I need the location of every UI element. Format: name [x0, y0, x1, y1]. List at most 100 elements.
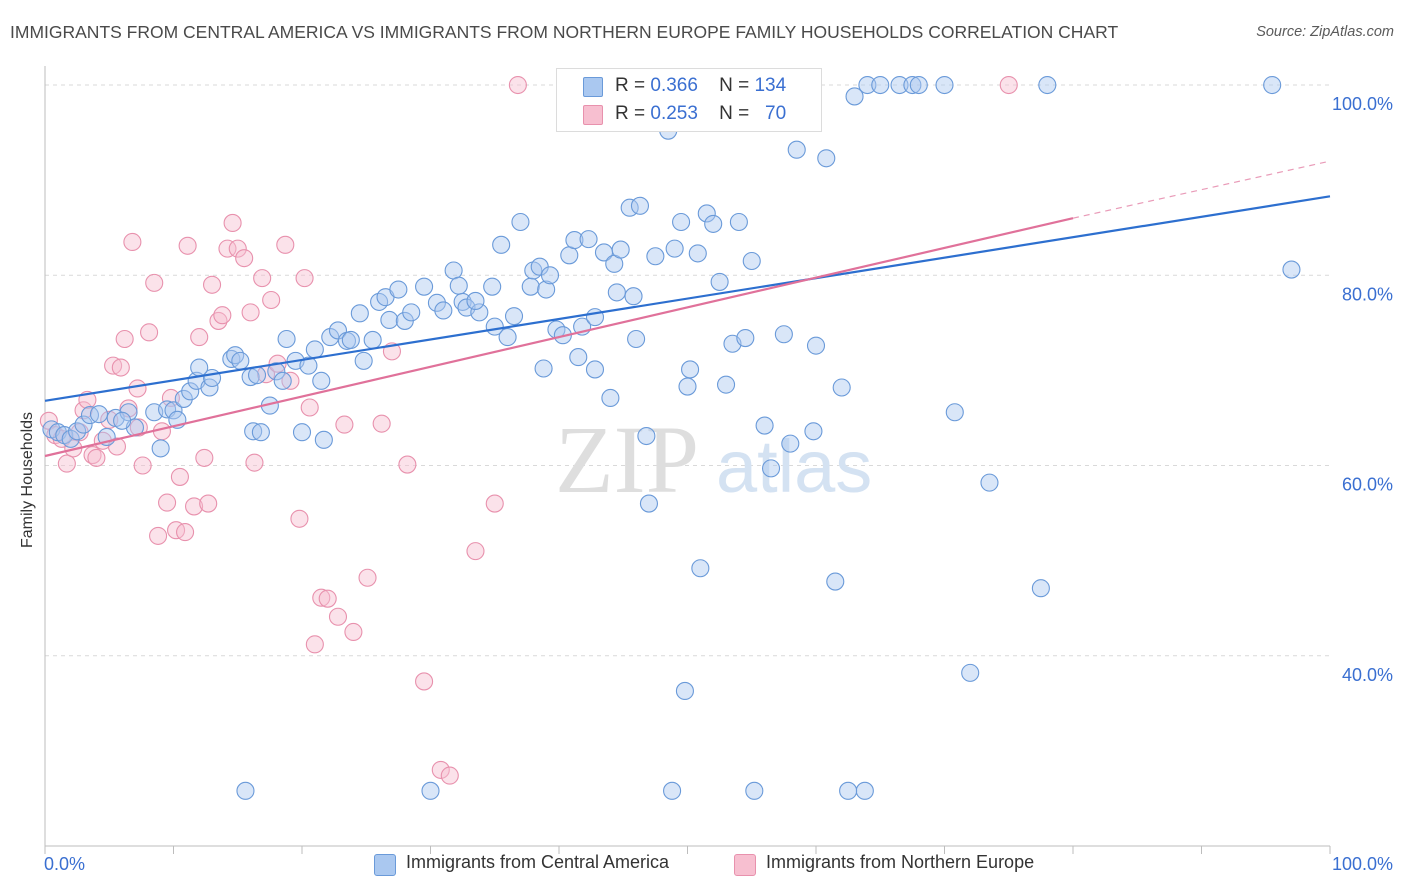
data-point: [158, 493, 177, 512]
data-point: [421, 781, 440, 800]
data-point: [560, 246, 579, 265]
legend-label: Immigrants from Central America: [406, 852, 670, 872]
data-point: [839, 781, 858, 800]
data-point: [398, 455, 417, 474]
data-point: [181, 382, 200, 401]
data-point: [1038, 75, 1057, 95]
x-tick-label: 0.0%: [44, 854, 85, 874]
data-point: [223, 213, 242, 233]
chart-title: IMMIGRANTS FROM CENTRAL AMERICA VS IMMIG…: [10, 22, 1119, 42]
x-tick-label: 100.0%: [1332, 854, 1393, 874]
data-point: [817, 149, 836, 168]
data-point: [945, 403, 964, 422]
data-point: [57, 454, 76, 473]
data-point: [195, 448, 214, 467]
data-point: [534, 359, 553, 378]
y-tick-label: 60.0%: [1342, 475, 1393, 495]
data-point: [832, 378, 851, 397]
data-point: [190, 358, 209, 377]
data-point: [133, 456, 152, 475]
data-point: [742, 251, 761, 271]
data-point: [909, 75, 928, 95]
data-point: [312, 371, 331, 390]
data-point: [1263, 75, 1282, 95]
data-point: [601, 388, 620, 408]
data-point: [646, 247, 665, 266]
y-tick-label: 80.0%: [1342, 284, 1393, 304]
r-label: R =: [615, 75, 646, 96]
data-point: [190, 328, 209, 347]
data-point: [226, 346, 245, 365]
data-point: [639, 494, 659, 513]
data-point: [511, 212, 530, 232]
data-point: [855, 781, 874, 800]
data-point: [585, 308, 605, 327]
data-point: [444, 261, 463, 280]
data-point: [980, 473, 999, 492]
data-point: [675, 681, 694, 701]
data-point: [537, 280, 556, 299]
data-point: [363, 330, 382, 350]
data-point: [665, 239, 684, 258]
data-point: [253, 269, 272, 288]
y-tick-label: 40.0%: [1342, 665, 1393, 685]
data-point: [290, 509, 309, 528]
data-point: [999, 75, 1018, 95]
data-point: [380, 310, 399, 330]
data-point: [858, 75, 877, 95]
data-point: [167, 521, 186, 540]
data-point: [281, 371, 300, 390]
data-point: [292, 423, 312, 442]
data-point: [149, 526, 168, 545]
data-point: [672, 212, 691, 232]
data-point: [485, 494, 504, 513]
data-point: [710, 272, 729, 291]
data-point: [312, 588, 331, 607]
data-point: [806, 336, 826, 355]
data-point: [729, 212, 748, 232]
data-point: [354, 351, 373, 370]
trend-line-central-america: [44, 195, 1331, 402]
data-point: [113, 411, 132, 430]
data-point: [678, 377, 697, 396]
blue-swatch-icon: [583, 77, 603, 97]
r-value: 0.366: [650, 75, 698, 96]
chart-source: Source: ZipAtlas.com: [1256, 24, 1394, 40]
blue-swatch-icon: [374, 854, 396, 876]
n-label: N =: [719, 103, 750, 124]
y-tick-label: 100.0%: [1332, 94, 1393, 114]
data-point: [89, 405, 109, 424]
data-point: [569, 348, 588, 367]
data-point: [61, 429, 80, 448]
data-point: [565, 231, 584, 250]
data-point: [314, 430, 333, 449]
data-point: [218, 239, 237, 258]
data-point: [427, 293, 446, 312]
data-point: [344, 622, 363, 642]
data-point: [961, 663, 980, 682]
data-point: [492, 235, 511, 254]
watermark-zip: ZIP: [555, 406, 699, 513]
data-point: [704, 214, 723, 233]
data-point: [228, 239, 247, 258]
trend-line-northern-europe: [44, 217, 1074, 458]
data-point: [140, 323, 159, 342]
y-axis-label: Family Households: [19, 411, 36, 549]
data-point: [781, 434, 800, 453]
data-point: [241, 303, 260, 322]
data-point: [145, 273, 164, 292]
data-point: [826, 572, 845, 591]
data-point: [627, 329, 646, 349]
data-point: [935, 75, 954, 95]
stats-legend: R = 0.366 N = 134 R = 0.253 N = 70: [556, 68, 822, 132]
data-point: [389, 280, 408, 299]
data-point: [804, 422, 823, 441]
data-point: [402, 303, 421, 322]
data-point: [318, 589, 337, 608]
data-point: [328, 607, 348, 626]
data-point: [681, 360, 700, 379]
watermark-atlas: atlas: [716, 425, 872, 508]
data-point: [871, 75, 890, 95]
data-point: [178, 236, 197, 255]
data-point: [185, 497, 204, 516]
